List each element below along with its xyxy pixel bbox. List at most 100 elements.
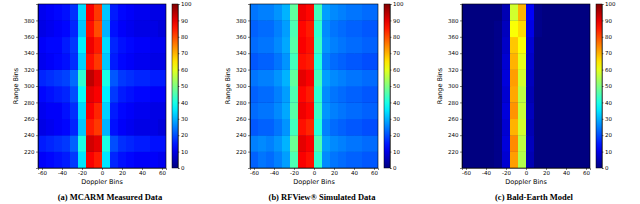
- heatmap-cell: [518, 135, 526, 152]
- heatmap-cell: [486, 37, 494, 54]
- tick-label: -40: [482, 170, 491, 176]
- heatmap-cell: [110, 119, 118, 136]
- heatmap-cell: [526, 70, 534, 87]
- heatmap-cell: [282, 86, 290, 103]
- heatmap-cell: [54, 135, 62, 152]
- tick-mark: [36, 20, 38, 21]
- heatmap-cell: [346, 37, 354, 54]
- tick-label: 40: [351, 170, 358, 176]
- tick: 300: [236, 83, 250, 89]
- y-axis-title: Range Bins: [224, 67, 232, 104]
- heatmap-cell: [102, 86, 110, 103]
- heatmap-cell: [134, 53, 142, 70]
- tick-mark: [248, 70, 250, 71]
- heatmap-cell: [54, 70, 62, 87]
- heatmap-cell: [54, 119, 62, 136]
- heatmap-cell: [582, 20, 590, 37]
- heatmap-cell: [282, 119, 290, 136]
- heatmap-cell: [494, 4, 502, 21]
- heatmap-cell: [518, 4, 526, 21]
- heatmap-cell: [274, 53, 282, 70]
- heatmap-cell: [258, 37, 266, 54]
- heatmap-cell: [70, 135, 78, 152]
- heatmap-cell: [510, 102, 518, 119]
- heatmap-cell: [462, 53, 470, 70]
- heatmap-cell: [534, 102, 542, 119]
- heatmap-cell: [502, 4, 510, 21]
- heatmap-cell: [322, 53, 330, 70]
- tick-label: 30: [393, 116, 400, 122]
- tick: -40: [482, 168, 491, 176]
- heatmap-cell: [126, 152, 134, 168]
- tick: 20: [390, 132, 400, 138]
- tick-label: 20: [331, 170, 338, 176]
- heatmap-cell: [470, 53, 478, 70]
- tick: 40: [178, 100, 188, 106]
- panel: -60-40-200204060220240260280300320340360…: [224, 1, 404, 202]
- heatmap-cell: [70, 20, 78, 37]
- heatmap-cell: [566, 4, 574, 21]
- heatmap-cell: [258, 53, 266, 70]
- tick-mark: [602, 70, 604, 71]
- tick: 80: [602, 34, 612, 40]
- heatmap-cell: [158, 70, 166, 87]
- heatmap-cell: [250, 135, 258, 152]
- heatmap-cell: [126, 70, 134, 87]
- heatmap-cell: [266, 102, 274, 119]
- heatmap-cell: [550, 152, 558, 168]
- heatmap-cell: [150, 53, 158, 70]
- heatmap-cell: [38, 53, 46, 70]
- heatmap-cell: [102, 4, 110, 21]
- heatmap-cell: [462, 102, 470, 119]
- tick-mark: [390, 119, 392, 120]
- tick: 380: [448, 18, 462, 24]
- tick-label: 260: [24, 116, 35, 122]
- heatmap-cell: [298, 119, 306, 136]
- tick: 300: [24, 83, 38, 89]
- colorbar-axis: 0102030405060708090100: [390, 1, 404, 171]
- tick: 280: [448, 100, 462, 106]
- tick: -20: [502, 168, 511, 176]
- heatmap-cell: [298, 70, 306, 87]
- heatmap-cell: [94, 135, 102, 152]
- heatmap-cell: [338, 37, 346, 54]
- y-axis-title: Range Bins: [436, 67, 444, 104]
- tick-label: 320: [236, 67, 247, 73]
- heatmap-cell: [518, 152, 526, 168]
- heatmap-cell: [38, 37, 46, 54]
- heatmap-cell: [478, 4, 486, 21]
- heatmap-cell: [70, 152, 78, 168]
- heatmap-cell: [62, 152, 70, 168]
- heatmap-cell: [362, 4, 370, 21]
- heatmap-cell: [470, 4, 478, 21]
- heatmap-cell: [566, 119, 574, 136]
- heatmap-cell: [118, 70, 126, 87]
- tick-label: 40: [605, 100, 612, 106]
- heatmap-cell: [274, 4, 282, 21]
- heatmap-cell: [62, 86, 70, 103]
- tick-mark: [460, 53, 462, 54]
- tick-mark: [460, 70, 462, 71]
- tick-mark: [602, 168, 604, 169]
- tick: 280: [24, 100, 38, 106]
- heatmap-cell: [462, 4, 470, 21]
- heatmap-cell: [110, 53, 118, 70]
- heatmap-cell: [110, 37, 118, 54]
- heatmap-cell: [550, 86, 558, 103]
- heatmap-cell: [526, 86, 534, 103]
- tick: -60: [250, 168, 259, 176]
- heatmap-cell: [298, 86, 306, 103]
- heatmap-cell: [54, 37, 62, 54]
- heatmap-cell: [118, 37, 126, 54]
- tick-mark: [390, 37, 392, 38]
- heatmap-cell: [510, 119, 518, 136]
- heatmap-cell: [558, 86, 566, 103]
- heatmap-cell: [306, 152, 314, 168]
- heatmap-cell: [94, 86, 102, 103]
- heatmap-cell: [258, 119, 266, 136]
- heatmap-cell: [502, 119, 510, 136]
- tick-mark: [36, 119, 38, 120]
- colorbar-axis: 0102030405060708090100: [602, 1, 616, 171]
- tick: 20: [602, 132, 612, 138]
- tick-label: 30: [181, 116, 188, 122]
